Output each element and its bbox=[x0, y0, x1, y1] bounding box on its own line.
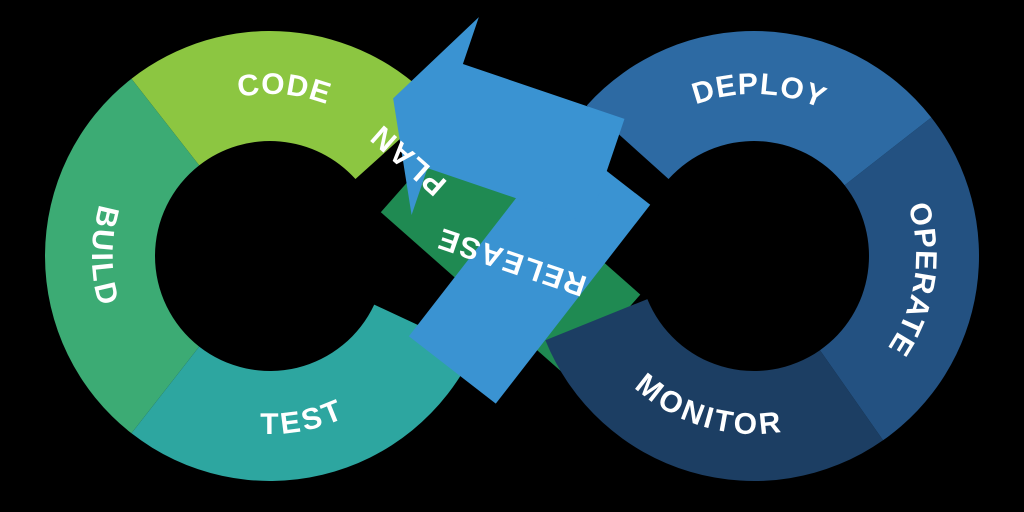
devops-infinity-diagram: CODE BUILD TEST DEPLOY OPERATE MONITOR R… bbox=[0, 0, 1024, 512]
segment-monitor bbox=[545, 299, 883, 481]
